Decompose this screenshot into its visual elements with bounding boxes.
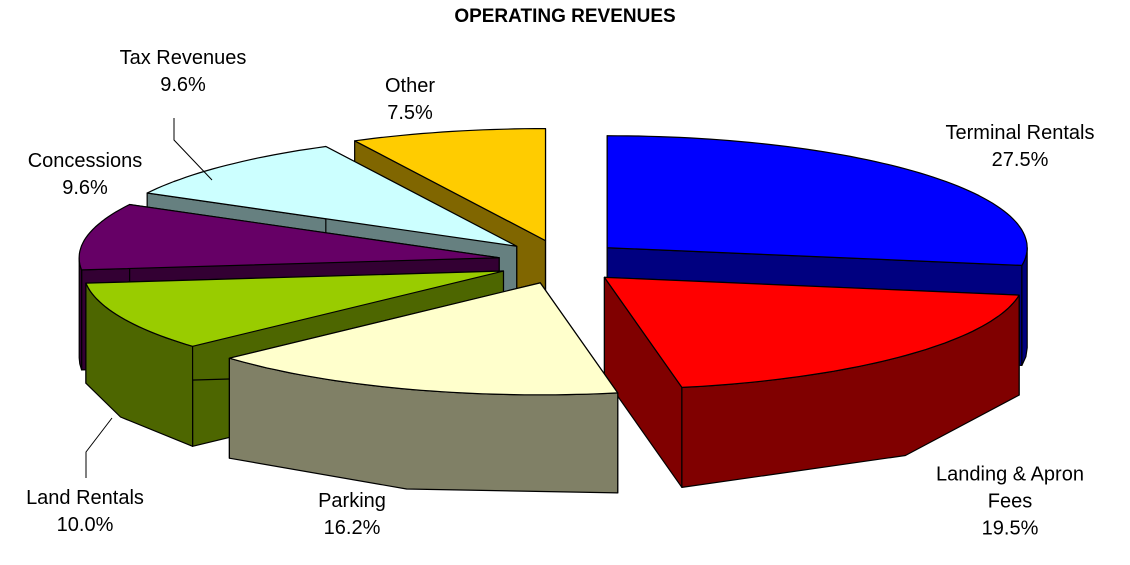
slice-side — [78, 257, 83, 371]
slice-label: Land Rentals 10.0% — [0, 485, 180, 539]
slice — [603, 276, 1020, 388]
category-label: Land Rentals — [26, 487, 144, 509]
slice-label: Concessions 9.6% — [0, 148, 180, 202]
slice — [354, 128, 547, 242]
value-label: 9.6% — [62, 177, 108, 199]
category-label: Parking — [318, 490, 386, 512]
value-label: 27.5% — [991, 149, 1049, 171]
chart-title: OPERATING REVENUES — [454, 6, 676, 27]
leader-line — [173, 118, 213, 181]
category-label: Tax Revenues — [119, 47, 247, 69]
slice-label: Terminal Rentals 27.5% — [925, 120, 1115, 174]
slice — [78, 203, 500, 271]
slice — [606, 135, 1028, 266]
category-label: Other — [384, 75, 436, 97]
value-label: 19.5% — [981, 517, 1039, 540]
slice-label: Landing & Apron Fees 19.5% — [915, 462, 1105, 543]
category-label: Landing & Apron Fees — [936, 463, 1084, 513]
slice — [85, 270, 505, 347]
slice-label: Other 7.5% — [315, 73, 505, 127]
value-label: 10.0% — [56, 514, 114, 536]
category-label: Terminal Rentals — [945, 122, 1095, 144]
slice — [146, 145, 518, 247]
slice — [228, 282, 619, 396]
value-label: 16.2% — [323, 517, 381, 539]
category-label: Concessions — [27, 150, 143, 172]
slice-side — [1021, 247, 1028, 366]
leader-line — [85, 417, 113, 478]
value-label: 9.6% — [160, 74, 206, 96]
slice-label: Tax Revenues 9.6% — [88, 45, 278, 99]
slice-label: Parking 16.2% — [257, 488, 447, 542]
value-label: 7.5% — [387, 102, 433, 124]
